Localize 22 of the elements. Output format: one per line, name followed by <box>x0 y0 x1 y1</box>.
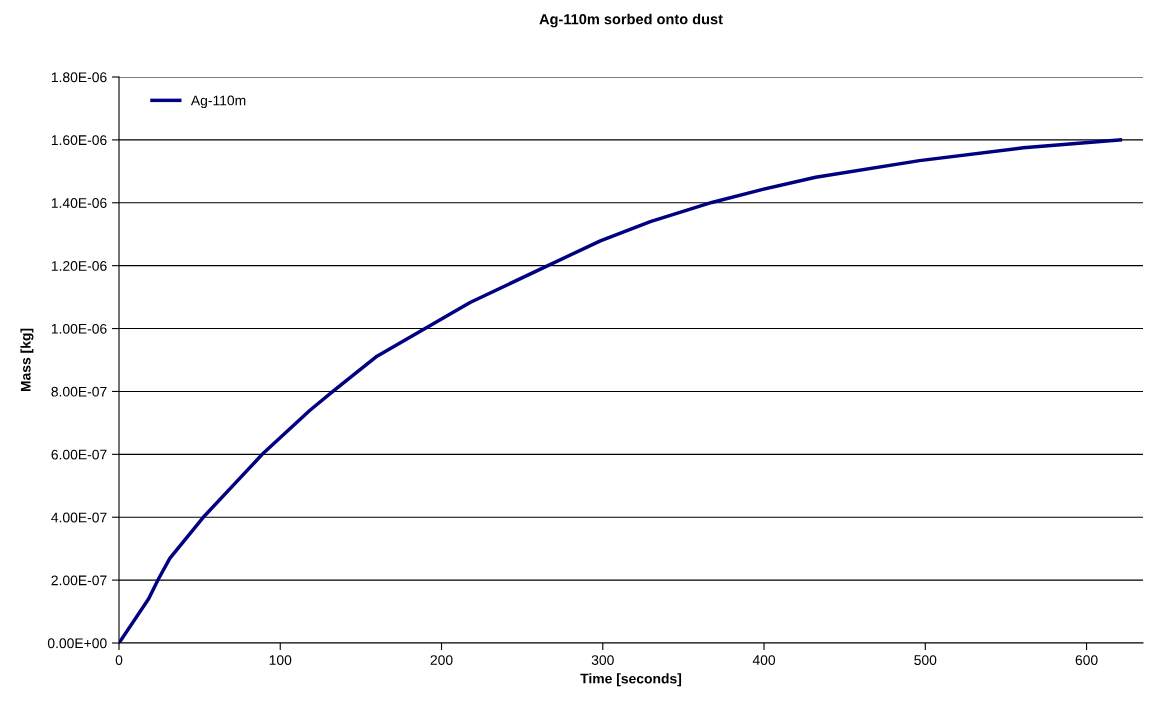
legend-label: Ag-110m <box>190 95 246 109</box>
y-tick-label: 1.00E-06 <box>51 323 107 334</box>
x-axis-title: Time [seconds] <box>580 673 682 687</box>
y-tick-label: 8.00E-07 <box>51 386 107 397</box>
x-tick-label: 500 <box>914 655 937 666</box>
line-series <box>119 138 1123 643</box>
y-tick-label: 4.00E-07 <box>51 512 107 523</box>
y-tick-label: 6.00E-07 <box>51 449 107 460</box>
y-tick-label: 2.00E-07 <box>51 575 107 586</box>
y-tick-label: 1.20E-06 <box>51 261 107 271</box>
y-tick-label: 1.80E-06 <box>51 72 107 83</box>
y-tick-label: 0.00E+00 <box>47 638 107 649</box>
x-tick-label: 300 <box>591 655 614 666</box>
chart-title: Ag-110m sorbed onto dust <box>539 13 723 28</box>
y-tick-label: 1.60E-06 <box>51 135 107 146</box>
y-tick-label: 1.40E-06 <box>51 198 107 208</box>
x-tick-label: 100 <box>269 655 292 666</box>
x-tick-label: 600 <box>1075 655 1098 666</box>
y-axis-title: Mass [kg] <box>20 328 34 392</box>
x-tick-label: 400 <box>752 655 776 666</box>
x-tick-label: 0 <box>115 655 123 666</box>
x-tick-label: 200 <box>430 655 453 666</box>
